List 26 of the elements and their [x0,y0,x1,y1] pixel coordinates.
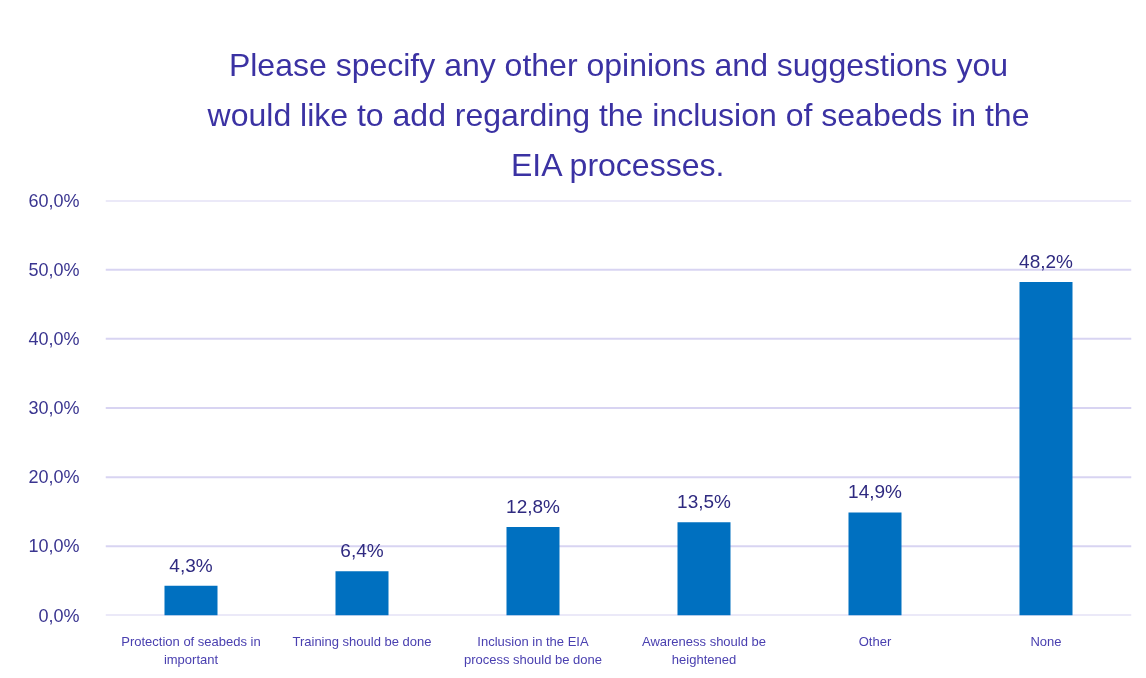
bar [506,526,560,616]
bar [335,571,389,616]
bar [848,512,902,616]
y-tick-label: 10,0% [28,536,80,557]
bar [164,585,218,616]
y-tick-label: 50,0% [28,259,80,280]
data-label: 12,8% [506,495,561,517]
bar [1019,282,1073,616]
x-tick-label: Inclusion in the EIA process should be done [463,633,603,667]
x-tick-label: Training should be done [292,633,432,649]
y-tick-label: 0,0% [38,605,80,626]
x-tick-label: None [1030,633,1062,649]
bar [677,522,731,616]
x-tick-label: Awareness should be heightened [641,633,767,667]
y-tick-label: 40,0% [28,328,80,349]
data-label: 48,2% [1019,251,1074,273]
y-tick-label: 60,0% [28,190,80,211]
x-tick-label: Protection of seabeds in important [121,633,261,667]
x-tick-label: Other [858,633,892,649]
data-label: 14,9% [848,481,903,503]
y-tick-label: 20,0% [28,467,80,488]
data-label: 13,5% [677,491,732,513]
y-tick-label: 30,0% [28,398,80,418]
chart-title: Please specify any other opinions and suggestions you would like to add regarding the inclusion of seabeds in the EIA processes. [206,46,1030,184]
data-label: 6,4% [340,540,384,562]
data-label: 4,3% [169,554,213,576]
